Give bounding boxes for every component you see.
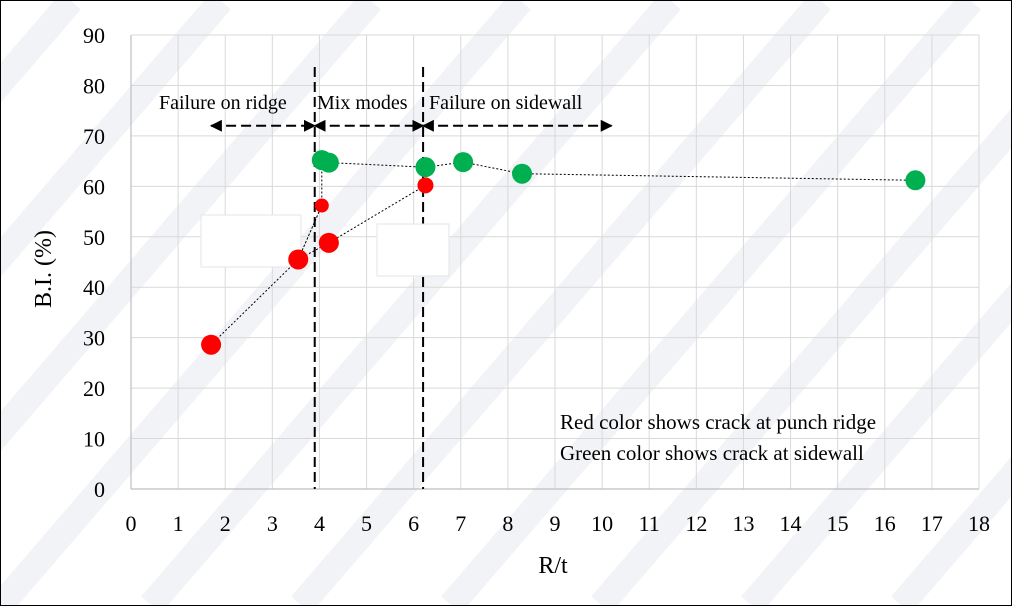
region-labels: Failure on ridge Mix modes Failure on side…	[159, 92, 583, 114]
background-stripe	[1, 1, 381, 451]
x-tick-label: 15	[827, 511, 849, 536]
x-tick-label: 13	[732, 511, 754, 536]
y-tick-label: 20	[83, 376, 105, 401]
green-data-point	[453, 152, 474, 173]
x-tick-label: 16	[874, 511, 896, 536]
x-tick-label: 1	[173, 511, 184, 536]
empty-box	[200, 214, 302, 268]
x-tick-label: 12	[685, 511, 707, 536]
red-series-line	[210, 184, 426, 346]
x-tick-label: 14	[780, 511, 802, 536]
data-points	[201, 150, 926, 355]
axes	[130, 35, 979, 490]
background-stripe	[741, 283, 1011, 605]
x-tick-label: 9	[550, 511, 561, 536]
red-data-point	[201, 334, 222, 355]
region-label: Failure on ridge	[159, 92, 287, 114]
grid	[130, 34, 980, 490]
red-data-point	[314, 198, 329, 213]
background-stripe	[891, 457, 1011, 605]
x-tick-label: 4	[314, 511, 325, 536]
y-tick-labels: 0 10 20 30 40 50 60 70 80 90	[83, 23, 105, 502]
x-tick-label: 3	[267, 511, 278, 536]
y-tick-label: 40	[83, 275, 105, 300]
x-tick-label: 0	[126, 511, 137, 536]
background-stripe	[1, 1, 231, 277]
y-tick-label: 0	[94, 477, 105, 502]
green-data-point	[318, 152, 339, 173]
y-tick-label: 80	[83, 73, 105, 98]
x-axis-title: R/t	[538, 553, 568, 579]
y-tick-label: 30	[83, 326, 105, 351]
y-tick-label: 10	[83, 427, 105, 452]
background-stripe	[591, 108, 1011, 605]
x-tick-label: 6	[408, 511, 419, 536]
y-axis-title: B.I. (%)	[31, 230, 57, 308]
region-label: Failure on sidewall	[429, 92, 583, 114]
x-tick-label: 11	[639, 511, 660, 536]
y-tick-label: 50	[83, 225, 105, 250]
annotation-green: Green color shows crack at sidewall	[560, 441, 864, 465]
y-tick-label: 90	[83, 23, 105, 48]
background-stripe	[1, 1, 531, 605]
green-data-point	[415, 157, 436, 178]
x-tick-label: 18	[968, 511, 990, 536]
background-stripe	[291, 1, 831, 605]
empty-box	[376, 223, 450, 277]
red-data-point	[417, 177, 434, 194]
x-tick-label: 7	[455, 511, 466, 536]
green-data-point	[905, 170, 926, 191]
y-tick-label: 70	[83, 124, 105, 149]
x-tick-label: 2	[220, 511, 231, 536]
red-data-point	[288, 249, 309, 270]
green-data-point	[512, 163, 533, 184]
region-label: Mix modes	[317, 92, 408, 114]
red-data-point	[318, 232, 339, 253]
annotation-red: Red color shows crack at punch ridge	[560, 410, 876, 434]
background-stripe	[141, 1, 681, 605]
x-tick-label: 17	[921, 511, 943, 536]
region-guides	[209, 67, 613, 489]
y-tick-label: 60	[83, 174, 105, 199]
x-tick-labels: 0 1 2 3 4 5 6 7 8 9 10 11 12 13 14 15 16 17 18	[126, 511, 991, 536]
x-tick-label: 10	[591, 511, 613, 536]
x-tick-label: 8	[502, 511, 513, 536]
x-tick-label: 5	[361, 511, 372, 536]
